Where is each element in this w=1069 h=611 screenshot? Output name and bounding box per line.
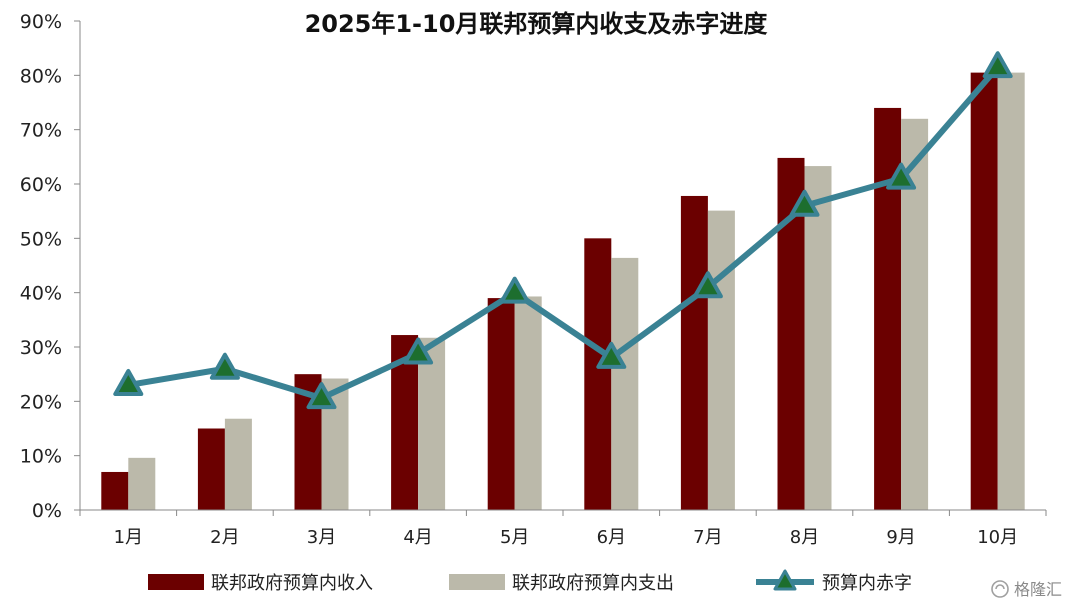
bar-expenditure	[514, 296, 542, 510]
x-tick-label: 9月	[886, 527, 915, 548]
y-tick-label: 10%	[20, 446, 62, 468]
x-tick-label: 2月	[210, 527, 239, 548]
legend-label: 联邦政府预算内收入	[211, 573, 373, 594]
deficit-point	[403, 337, 434, 365]
x-tick-label: 7月	[693, 527, 722, 548]
bar-expenditure	[224, 418, 252, 510]
bar-expenditure	[128, 457, 156, 510]
legend-label: 联邦政府预算内支出	[512, 573, 674, 594]
axes	[74, 20, 1047, 516]
deficit-point	[306, 382, 337, 410]
x-tick-label: 6月	[597, 527, 626, 548]
deficit-point	[596, 341, 627, 369]
deficit-point	[789, 189, 820, 217]
watermark-text: 格隆汇	[1014, 580, 1062, 599]
gelonghui-logo-icon	[991, 580, 1009, 598]
chart-legend: 联邦政府预算内收入 联邦政府预算内支出 预算内赤字	[148, 569, 912, 594]
bar-expenditure	[418, 337, 446, 510]
y-tick-label: 80%	[20, 65, 62, 87]
deficit-line	[127, 65, 1000, 402]
bar-revenue	[584, 238, 612, 511]
bar-marks	[101, 72, 1025, 511]
bar-revenue	[680, 195, 708, 510]
y-tick-label: 40%	[20, 283, 62, 305]
y-tick-label: 60%	[20, 174, 62, 196]
bar-revenue	[970, 72, 998, 510]
y-tick-label: 50%	[20, 228, 62, 250]
line-series	[113, 51, 1013, 410]
x-tick-label: 1月	[114, 527, 143, 548]
y-tick-label: 30%	[20, 337, 62, 359]
legend-swatch	[449, 574, 505, 590]
bar-expenditure	[997, 72, 1025, 510]
deficit-point	[886, 162, 917, 190]
y-tick-label: 20%	[20, 391, 62, 413]
x-tick-label: 10月	[977, 527, 1018, 548]
legend-swatch-marker	[773, 569, 797, 591]
x-tick-label: 4月	[403, 527, 432, 548]
legend-label: 预算内赤字	[822, 573, 912, 594]
bar-revenue	[101, 471, 129, 510]
bar-revenue	[487, 298, 515, 510]
deficit-point	[499, 276, 530, 304]
chart-title: 2025年1-10月联邦预算内收支及赤字进度	[305, 10, 769, 38]
x-tick-label: 3月	[307, 527, 336, 548]
y-tick-label: 70%	[20, 120, 62, 142]
y-tick-label: 0%	[32, 500, 62, 522]
x-tick-label: 5月	[500, 527, 529, 548]
y-axis-ticks: 0% 10% 20% 30% 40% 50% 60% 70% 80% 90%	[20, 11, 62, 522]
deficit-point	[982, 51, 1013, 79]
y-tick-label: 90%	[20, 11, 62, 33]
bar-expenditure	[804, 166, 832, 510]
deficit-point	[113, 369, 144, 397]
x-tick-label: 8月	[790, 527, 819, 548]
legend-swatch	[148, 574, 204, 590]
bar-expenditure	[611, 257, 639, 510]
bar-expenditure	[707, 210, 735, 510]
bar-revenue	[197, 428, 225, 510]
x-axis-ticks: 1月 2月 3月 4月 5月 6月 7月 8月 9月 10月	[114, 527, 1019, 548]
deficit-point	[692, 271, 723, 299]
deficit-point	[209, 352, 240, 380]
watermark: 格隆汇	[991, 580, 1062, 599]
